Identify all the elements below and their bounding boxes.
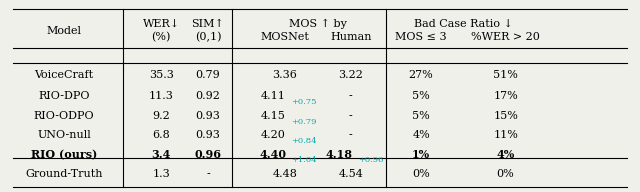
- Text: 4.11: 4.11: [261, 91, 285, 101]
- Text: 0%: 0%: [412, 169, 430, 179]
- Text: 0.79: 0.79: [196, 70, 220, 80]
- Text: 27%: 27%: [409, 70, 433, 80]
- Text: 11.3: 11.3: [149, 91, 173, 101]
- Text: RIO-DPO: RIO-DPO: [38, 91, 90, 101]
- Text: -: -: [349, 130, 353, 140]
- Text: 4.20: 4.20: [261, 130, 285, 140]
- Text: MOS ≤ 3: MOS ≤ 3: [396, 32, 447, 42]
- Text: %WER > 20: %WER > 20: [471, 32, 540, 42]
- Text: (0,1): (0,1): [195, 32, 221, 43]
- Text: VoiceCraft: VoiceCraft: [35, 70, 93, 80]
- Text: 6.8: 6.8: [152, 130, 170, 140]
- Text: +0.84: +0.84: [291, 137, 317, 145]
- Text: -: -: [206, 169, 210, 179]
- Text: -: -: [349, 91, 353, 101]
- Text: -: -: [349, 111, 353, 121]
- Text: Human: Human: [330, 32, 371, 42]
- Text: 0%: 0%: [497, 169, 515, 179]
- Text: 5%: 5%: [412, 111, 430, 121]
- Text: WER↓: WER↓: [143, 19, 180, 29]
- Text: 4%: 4%: [412, 130, 430, 140]
- Text: 3.36: 3.36: [273, 70, 297, 80]
- Text: Ground-Truth: Ground-Truth: [25, 169, 103, 179]
- Text: 11%: 11%: [493, 130, 518, 140]
- Text: Bad Case Ratio ↓: Bad Case Ratio ↓: [414, 19, 513, 29]
- Text: +0.96: +0.96: [358, 156, 384, 164]
- Text: 15%: 15%: [493, 111, 518, 121]
- Text: 4.40: 4.40: [260, 149, 287, 160]
- Text: 51%: 51%: [493, 70, 518, 80]
- Text: 35.3: 35.3: [149, 70, 173, 80]
- Text: +0.75: +0.75: [291, 98, 317, 106]
- Text: 1%: 1%: [412, 149, 430, 160]
- Text: 4.54: 4.54: [339, 169, 363, 179]
- Text: SIM↑: SIM↑: [191, 19, 225, 29]
- Text: 0.93: 0.93: [196, 130, 220, 140]
- Text: +0.79: +0.79: [291, 118, 317, 126]
- Text: +1.04: +1.04: [291, 156, 317, 164]
- Text: 5%: 5%: [412, 91, 430, 101]
- Text: 0.96: 0.96: [195, 149, 221, 160]
- Text: 4.48: 4.48: [273, 169, 297, 179]
- Text: MOSNet: MOSNet: [260, 32, 309, 42]
- Text: 4.15: 4.15: [261, 111, 285, 121]
- Text: 3.22: 3.22: [339, 70, 363, 80]
- Text: 4.18: 4.18: [326, 149, 353, 160]
- Text: MOS ↑ by: MOS ↑ by: [289, 19, 347, 29]
- Text: 17%: 17%: [493, 91, 518, 101]
- Text: 3.4: 3.4: [152, 149, 171, 160]
- Text: (%): (%): [152, 32, 171, 43]
- Text: Model: Model: [47, 26, 81, 36]
- Text: UNO-null: UNO-null: [37, 130, 91, 140]
- Text: 1.3: 1.3: [152, 169, 170, 179]
- Text: 4%: 4%: [497, 149, 515, 160]
- Text: 0.93: 0.93: [196, 111, 220, 121]
- Text: 9.2: 9.2: [152, 111, 170, 121]
- Text: RIO-ODPO: RIO-ODPO: [34, 111, 94, 121]
- Text: 0.92: 0.92: [196, 91, 220, 101]
- Text: RIO (ours): RIO (ours): [31, 149, 97, 160]
